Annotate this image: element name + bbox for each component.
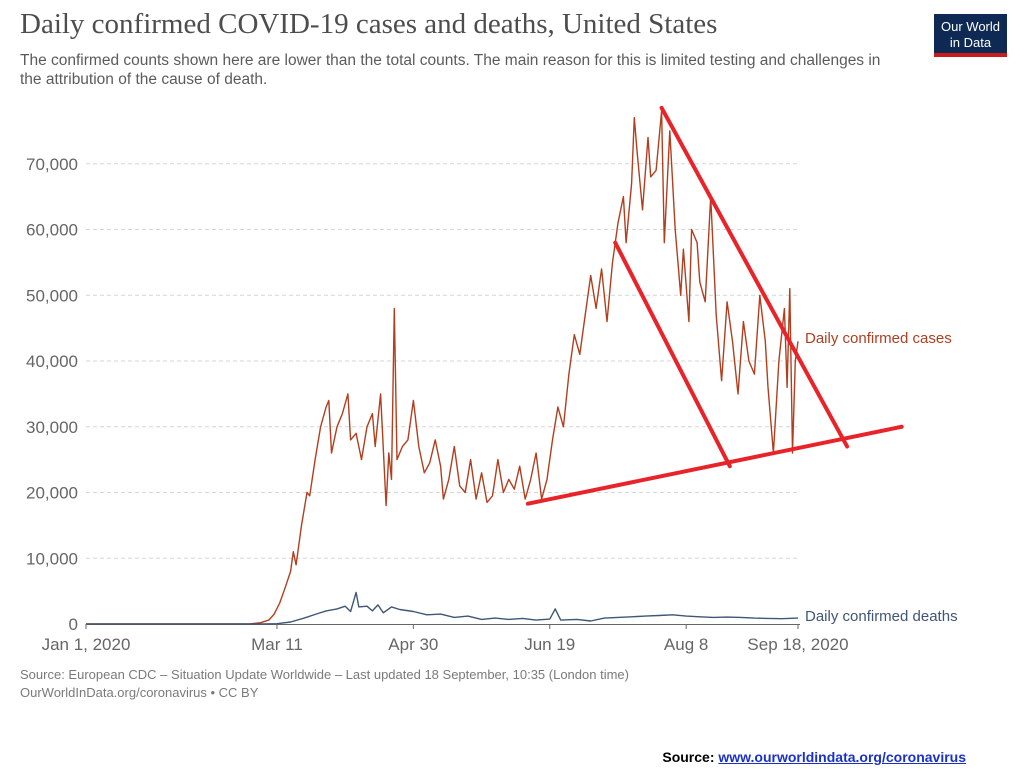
x-tick-label: Jan 1, 2020 xyxy=(42,635,131,654)
y-tick-label: 40,000 xyxy=(26,352,78,371)
y-tick-label: 10,000 xyxy=(26,549,78,568)
y-tick-label: 60,000 xyxy=(26,221,78,240)
cases-series-label: Daily confirmed cases xyxy=(805,330,952,347)
source-line-1: Source: European CDC – Situation Update … xyxy=(20,667,629,682)
x-tick-label: Mar 11 xyxy=(251,635,303,654)
y-tick-label: 0 xyxy=(69,615,78,634)
logo-line-1: Our World xyxy=(941,19,1000,34)
x-tick-label: Jun 19 xyxy=(524,635,575,654)
series-labels: Daily confirmed cases Daily confirmed dea… xyxy=(805,330,958,625)
trend-line-3 xyxy=(613,240,732,469)
source-footer-link[interactable]: www.ourworldindata.org/coronavirus xyxy=(718,749,966,765)
y-tick-label: 50,000 xyxy=(26,286,78,305)
x-tick-label: Aug 8 xyxy=(664,635,708,654)
source-footer: Source: www.ourworldindata.org/coronavir… xyxy=(662,749,966,765)
y-tick-label: 70,000 xyxy=(26,155,78,174)
deaths-line xyxy=(86,591,799,625)
x-axis-labels: Jan 1, 2020 Mar 11 Apr 30 Jun 19 Aug 8 Sep 18… xyxy=(42,624,849,654)
page-title: Daily confirmed COVID-19 cases and death… xyxy=(20,8,718,40)
y-tick-label: 20,000 xyxy=(26,484,78,503)
owid-logo[interactable]: Our World in Data xyxy=(934,14,1007,57)
source-note: Source: European CDC – Situation Update … xyxy=(20,666,629,702)
deaths-series-label: Daily confirmed deaths xyxy=(805,608,958,625)
source-line-2[interactable]: OurWorldInData.org/coronavirus • CC BY xyxy=(20,685,259,700)
cases-line xyxy=(86,110,799,625)
source-footer-label: Source: xyxy=(662,749,715,765)
x-tick-label: Sep 18, 2020 xyxy=(747,635,848,654)
x-tick-label: Apr 30 xyxy=(388,635,438,654)
logo-line-2: in Data xyxy=(949,35,992,50)
series-lines xyxy=(86,110,799,625)
trend-line-2 xyxy=(659,105,850,449)
y-tick-label: 30,000 xyxy=(26,418,78,437)
y-axis-labels: 0 10,000 20,000 30,000 40,000 50,000 60,000 70,… xyxy=(26,155,78,634)
trend-annotations xyxy=(525,105,904,506)
page-subtitle: The confirmed counts shown here are lowe… xyxy=(20,52,881,88)
gridlines xyxy=(86,163,800,559)
trend-line-1 xyxy=(525,424,904,506)
